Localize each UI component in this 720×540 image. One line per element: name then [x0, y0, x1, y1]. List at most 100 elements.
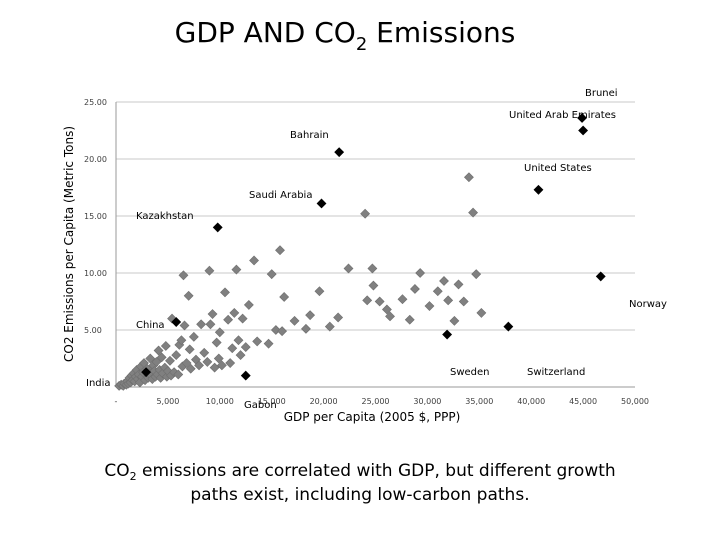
- caption-text-end: emissions are correlated with GDP, but d…: [136, 461, 616, 505]
- data-point: [270, 325, 281, 335]
- x-axis-title: GDP per Capita (2005 $, PPP): [284, 410, 461, 424]
- data-point: [374, 296, 385, 307]
- caption-text: CO: [104, 461, 130, 481]
- data-point: [266, 269, 277, 280]
- data-point: [207, 309, 218, 319]
- data-point: [179, 320, 190, 331]
- x-tick-label: 45,000: [569, 397, 597, 406]
- data-point: [240, 342, 251, 353]
- data-point: [301, 323, 311, 334]
- data-point-united-arab-emirates: [578, 125, 589, 136]
- data-point: [202, 356, 213, 367]
- data-point: [404, 314, 415, 325]
- data-point: [277, 326, 288, 337]
- data-point: [204, 265, 215, 276]
- annotation-kazakhstan: Kazakhstan: [136, 211, 194, 222]
- annotation-united-arab-emirates: United Arab Emirates: [509, 110, 616, 121]
- data-point: [360, 208, 371, 219]
- y-tick-label: 20.00: [84, 155, 107, 164]
- data-point: [275, 245, 285, 256]
- y-tick-label: 15.00: [84, 212, 107, 221]
- data-point: [185, 363, 196, 374]
- y-axis-title: CO2 Emissions per Capita (Metric Tons): [62, 126, 76, 362]
- data-point: [145, 353, 156, 364]
- data-point: [368, 280, 379, 291]
- data-point: [424, 301, 435, 311]
- x-tick-label: 30,000: [413, 397, 441, 406]
- annotation-switzerland: Switzerland: [527, 367, 585, 378]
- data-point-india: [141, 367, 152, 378]
- x-tick-label: 20,000: [310, 397, 338, 406]
- title-text: GDP AND CO: [174, 16, 356, 49]
- data-point: [471, 269, 482, 280]
- data-point: [188, 331, 199, 342]
- annotation-gabon: Gabon: [244, 400, 277, 411]
- data-point: [279, 292, 290, 302]
- data-point: [468, 207, 478, 218]
- data-point: [385, 311, 395, 322]
- data-point-china: [171, 317, 182, 327]
- data-point: [225, 358, 236, 368]
- data-point: [171, 350, 182, 361]
- data-point: [153, 345, 164, 356]
- data-point: [333, 312, 344, 323]
- data-point: [223, 314, 234, 325]
- data-point: [235, 350, 246, 361]
- data-point: [233, 335, 244, 346]
- scatter-chart: 5.00 10.00 15.00 20.00 25.00 - 5,000 10,000 15,0…: [62, 88, 667, 424]
- data-point-switzerland: [503, 321, 514, 332]
- data-point: [165, 355, 175, 366]
- annotation-china: China: [136, 320, 165, 331]
- data-point: [209, 362, 220, 373]
- data-point: [229, 307, 240, 318]
- data-point: [443, 295, 454, 306]
- data-point: [199, 347, 210, 358]
- data-point: [213, 353, 224, 364]
- data-point: [397, 294, 408, 305]
- data-point: [243, 299, 254, 310]
- x-tick-label: 25,000: [362, 397, 390, 406]
- data-point-sweden: [442, 329, 453, 340]
- data-point-united-states: [533, 184, 544, 195]
- title-text-end: Emissions: [367, 16, 516, 49]
- data-point: [227, 343, 238, 354]
- annotation-saudi-arabia: Saudi Arabia: [249, 190, 312, 201]
- data-point: [156, 352, 167, 363]
- data-point: [178, 270, 189, 281]
- data-point: [415, 268, 426, 278]
- data-point: [314, 286, 325, 297]
- data-point: [231, 264, 242, 275]
- data-point: [463, 172, 474, 183]
- data-point-kazakhstan: [212, 222, 223, 233]
- annotation-brunei: Brunei: [585, 88, 618, 99]
- annotation-india: India: [86, 378, 111, 389]
- data-point-norway: [595, 271, 606, 282]
- data-point: [343, 263, 354, 274]
- title-subscript: 2: [355, 34, 368, 55]
- data-point: [205, 319, 216, 330]
- data-point: [458, 296, 469, 307]
- data-point: [362, 295, 373, 306]
- data-point: [214, 327, 225, 338]
- data-point: [211, 337, 222, 348]
- data-point: [324, 321, 335, 332]
- data-point: [176, 335, 187, 346]
- data-point: [181, 358, 192, 368]
- data-point: [381, 304, 392, 315]
- annotation-norway: Norway: [629, 299, 667, 310]
- data-point: [263, 338, 274, 349]
- data-point-gabon: [240, 370, 251, 381]
- data-point: [305, 310, 316, 321]
- data-point-saudi-arabia: [316, 198, 327, 209]
- data-point: [160, 341, 171, 351]
- x-tick-label: 35,000: [465, 397, 493, 406]
- x-tick-label: 40,000: [517, 397, 545, 406]
- y-tick-label: 10.00: [84, 269, 107, 278]
- data-point: [476, 307, 487, 318]
- data-point: [237, 313, 248, 324]
- data-point: [173, 369, 184, 380]
- data-point: [289, 315, 300, 326]
- y-tick-label: 5.00: [84, 326, 102, 335]
- data-point: [439, 276, 449, 286]
- data-point: [183, 290, 194, 301]
